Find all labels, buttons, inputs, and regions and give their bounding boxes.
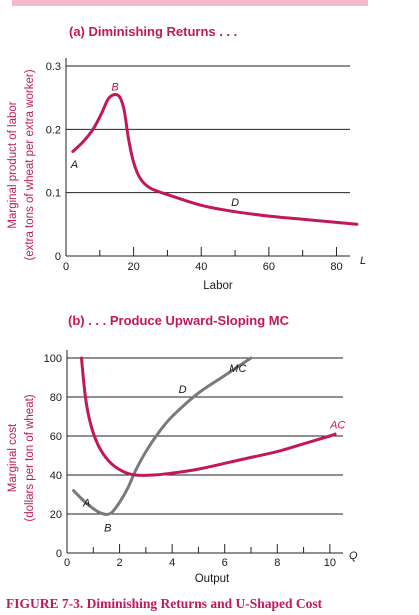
panel-b-title: (b) . . . Produce Upward-Sloping MC xyxy=(68,313,290,328)
annotation-mc: MC xyxy=(229,363,246,375)
panel-b-xlabel: Output xyxy=(195,573,230,585)
x-tick-label: 8 xyxy=(274,557,280,569)
panel-b-axis-end-label: Q xyxy=(349,550,358,562)
panel-b-ticks: 0 20 40 60 80 100 0 2 4 6 8 10 xyxy=(44,353,336,569)
panel-b-ylabel-1: Marginal cost xyxy=(7,423,19,492)
mpl-curve xyxy=(71,92,359,226)
panel-a-annotations: A B D xyxy=(70,81,239,209)
x-tick-label: 2 xyxy=(117,557,123,569)
panel-b-ylabel-2: (dollars per ton of wheat) xyxy=(24,394,36,521)
mc-curve xyxy=(72,356,253,516)
y-tick-label: 0 xyxy=(55,251,61,263)
annotation-a: A xyxy=(70,159,78,171)
panel-a-title: (a) Diminishing Returns . . . xyxy=(69,24,237,39)
panel-b-curves xyxy=(72,356,337,516)
y-tick-label: 0.2 xyxy=(46,124,61,136)
x-tick-label: 40 xyxy=(195,261,207,273)
panel-a-xlabel: Labor xyxy=(203,280,233,292)
y-tick-label: 60 xyxy=(50,431,62,443)
y-tick-label: 0.3 xyxy=(46,61,61,73)
y-tick-label: 100 xyxy=(44,353,62,365)
x-tick-label: 0 xyxy=(64,557,70,569)
panel-b: (b) . . . Produce Upward-Sloping MC 0204… xyxy=(7,313,358,585)
annotation-d: D xyxy=(179,384,187,396)
x-tick-label: 0 xyxy=(63,261,69,273)
panel-a-axis-end-label: L xyxy=(360,255,366,267)
panel-a-ylabel-2: (extra tons of wheat per extra worker) xyxy=(24,69,36,260)
panel-b-annotations: MC AC D A B xyxy=(82,363,345,535)
x-tick-label: 80 xyxy=(330,261,342,273)
ac-curve xyxy=(80,356,337,477)
y-tick-label: 40 xyxy=(50,470,62,482)
panel-b-grid xyxy=(66,350,343,554)
header-accent-bar xyxy=(12,0,368,6)
x-tick-label: 20 xyxy=(127,261,139,273)
panel-a-ticks: 0 0.1 0.2 0.3 0 20 40 60 80 xyxy=(46,61,343,273)
x-tick-label: 6 xyxy=(222,557,228,569)
panel-a-curves xyxy=(71,92,359,226)
y-tick-label: 0 xyxy=(56,548,62,560)
figure-caption: FIGURE 7-3. Diminishing Returns and U-Sh… xyxy=(6,596,323,611)
annotation-a: A xyxy=(82,497,90,509)
y-tick-label: 20 xyxy=(50,509,62,521)
panel-a: (a) Diminishing Returns . . . 0 0.1 0.2 0.3… xyxy=(7,24,366,292)
annotation-ac: AC xyxy=(329,419,345,431)
x-tick-label: 10 xyxy=(324,557,336,569)
y-tick-label: 80 xyxy=(50,392,62,404)
annotation-d: D xyxy=(231,197,239,209)
panel-a-grid xyxy=(65,58,350,257)
x-tick-label: 4 xyxy=(169,557,175,569)
y-tick-label: 0.1 xyxy=(46,188,61,200)
annotation-b: B xyxy=(104,523,111,535)
x-tick-label: 60 xyxy=(263,261,275,273)
annotation-b: B xyxy=(111,81,118,93)
panel-a-ylabel-1: Marginal product of labor xyxy=(7,101,19,228)
